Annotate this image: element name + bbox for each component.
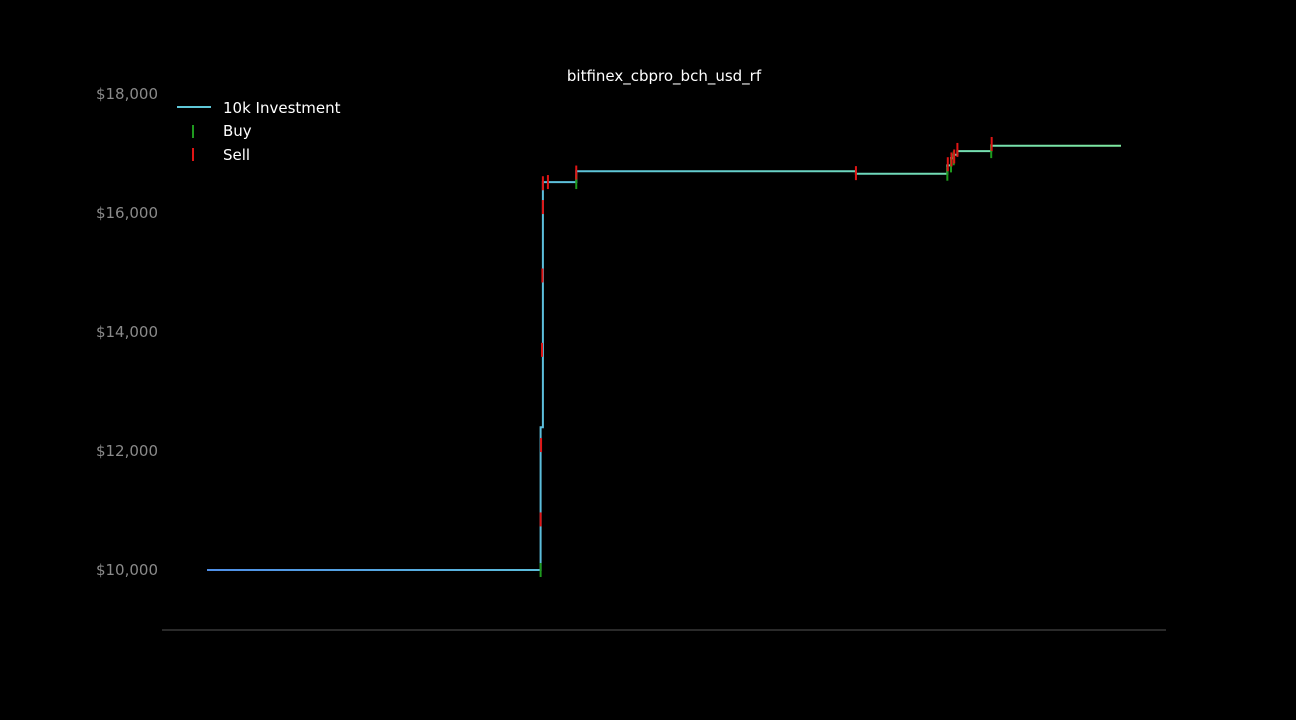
- chart-title: bitfinex_cbpro_bch_usd_rf: [567, 67, 762, 86]
- sell-markers: [539, 136, 993, 527]
- y-tick-label: $18,000: [96, 85, 158, 103]
- legend: 10k Investment Buy Sell: [177, 99, 341, 164]
- legend-label-10k-investment: 10k Investment: [223, 99, 341, 117]
- legend-label-buy: Buy: [223, 122, 252, 140]
- legend-label-sell: Sell: [223, 146, 250, 164]
- y-tick-label: $16,000: [96, 204, 158, 222]
- y-tick-label: $10,000: [96, 561, 158, 579]
- y-axis-ticks: $10,000 $12,000 $14,000 $16,000 $18,000: [96, 85, 158, 579]
- y-tick-label: $12,000: [96, 442, 158, 460]
- y-tick-label: $14,000: [96, 323, 158, 341]
